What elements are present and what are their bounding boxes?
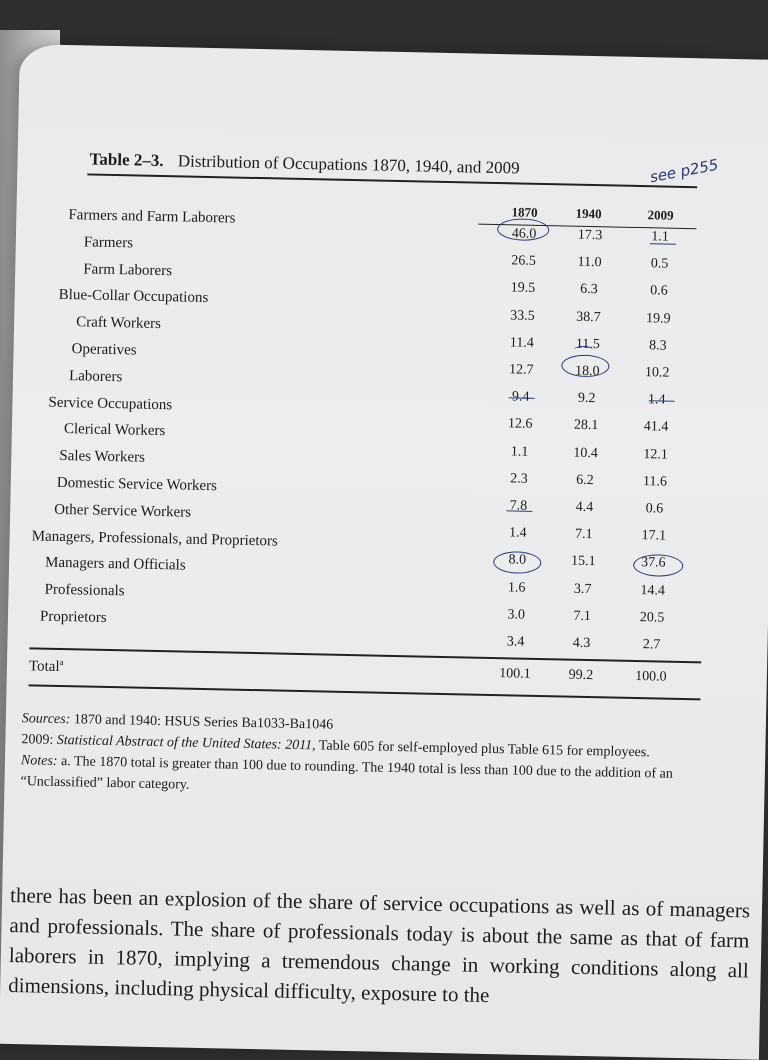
- cell-1870: 12.6: [507, 416, 533, 433]
- notes-label: Notes:: [20, 753, 58, 769]
- cell-2009: 10.2: [644, 365, 670, 381]
- cell-2009: 0.5: [650, 256, 669, 272]
- row-label: Managers and Officials: [44, 555, 186, 574]
- cell-1940: 6.2: [576, 472, 594, 488]
- total-1940: 99.2: [568, 667, 594, 684]
- cell-1870: 19.5: [510, 280, 536, 297]
- row-label: Clerical Workers: [63, 421, 166, 440]
- cell-2009: 0.6: [650, 283, 668, 300]
- table-caption: Distribution of Occupations 1870, 1940, …: [177, 151, 520, 178]
- row-label: Laborers: [68, 367, 123, 386]
- row-label: Craft Workers: [76, 314, 162, 333]
- cell-1940: 15.1: [570, 554, 596, 570]
- cell-1940: 7.1: [573, 608, 592, 624]
- cell-1940: 4.4: [575, 499, 594, 516]
- total-label-text: Total: [28, 658, 60, 675]
- cell-2009: 0.6: [645, 501, 664, 517]
- cell-2009: 12.1: [643, 446, 668, 463]
- table-number: Table 2–3.: [89, 149, 164, 171]
- total-1870: 100.1: [499, 666, 531, 682]
- row-label: Farm Laborers: [83, 260, 173, 279]
- cell-2009: 11.6: [642, 473, 668, 490]
- row-label: Farmers and Farm Laborers: [68, 207, 236, 227]
- cell-1870: 3.0: [507, 607, 526, 623]
- cell-1870: 1.4: [508, 525, 527, 541]
- sources-2009-prefix: 2009:: [21, 732, 54, 748]
- cell-1940: 6.3: [580, 282, 598, 298]
- cell-2009: 2.7: [642, 637, 661, 653]
- cell-1870: 3.4: [506, 634, 525, 650]
- row-label: Sales Workers: [59, 448, 146, 466]
- pen-arc-18-0: [573, 345, 594, 356]
- cell-1940: 38.7: [576, 309, 601, 325]
- cell-1870: 11.4: [509, 335, 534, 351]
- column-header-1940: 1940: [575, 205, 602, 222]
- column-header-2009: 2009: [647, 207, 674, 223]
- cell-2009: 41.4: [643, 419, 669, 436]
- cell-1870: 12.7: [508, 362, 534, 378]
- body-paragraph: there has been an explosion of the share…: [8, 880, 750, 1015]
- row-label: Farmers: [83, 234, 134, 252]
- table-body: Farmers and Farm Laborers 46.0 17.3 1.1 Farm…: [20, 44, 768, 652]
- cell-1870: 7.8: [509, 498, 528, 514]
- cell-2009: 20.5: [639, 609, 665, 626]
- total-label: Totala: [29, 656, 64, 676]
- cell-1940: 17.3: [577, 227, 603, 244]
- book-page: see p255 Table 2–3. Distribution of Occu…: [0, 44, 768, 1060]
- cell-2009: 17.1: [641, 528, 667, 544]
- total-2009: 100.0: [634, 669, 667, 685]
- row-label: Operatives: [71, 341, 137, 359]
- cell-1940: 10.4: [573, 445, 598, 461]
- cell-1870: 1.1: [510, 443, 529, 460]
- cell-1870: 26.5: [511, 253, 536, 270]
- cell-1940: 4.3: [572, 635, 591, 652]
- cell-1870: 1.6: [507, 579, 526, 596]
- cell-1940: 9.2: [577, 390, 596, 407]
- row-label: Blue-Collar Occupations: [58, 287, 209, 307]
- cell-1870: 33.5: [510, 307, 535, 324]
- row-label: Professionals: [44, 581, 125, 600]
- row-label: Proprietors: [39, 608, 107, 626]
- body-paragraph-text: there has been an explosion of the share…: [8, 882, 751, 1008]
- cell-1940: 3.7: [573, 581, 592, 597]
- cell-2009: 8.3: [648, 338, 667, 354]
- sources-text-1: 1870 and 1940: HSUS Series Ba1033-Ba1046: [73, 712, 334, 733]
- cell-2009: 19.9: [645, 310, 671, 327]
- row-label: Other Service Workers: [54, 501, 192, 521]
- cell-1940: 28.1: [573, 418, 599, 434]
- handwritten-annotation: see p255: [648, 155, 720, 187]
- sources-2009-title: Statistical Abstract of the United State…: [56, 732, 316, 754]
- row-label: Service Occupations: [48, 394, 173, 413]
- cell-2009: 14.4: [640, 582, 666, 599]
- sources-label: Sources:: [21, 711, 71, 728]
- table-notes: Sources: 1870 and 1940: HSUS Series Ba10…: [20, 708, 722, 807]
- total-footnote-marker: a: [59, 656, 64, 668]
- cell-1870: 2.3: [510, 471, 528, 487]
- row-label: Domestic Service Workers: [56, 474, 218, 495]
- cell-1940: 7.1: [574, 526, 593, 543]
- cell-1940: 11.0: [577, 254, 602, 271]
